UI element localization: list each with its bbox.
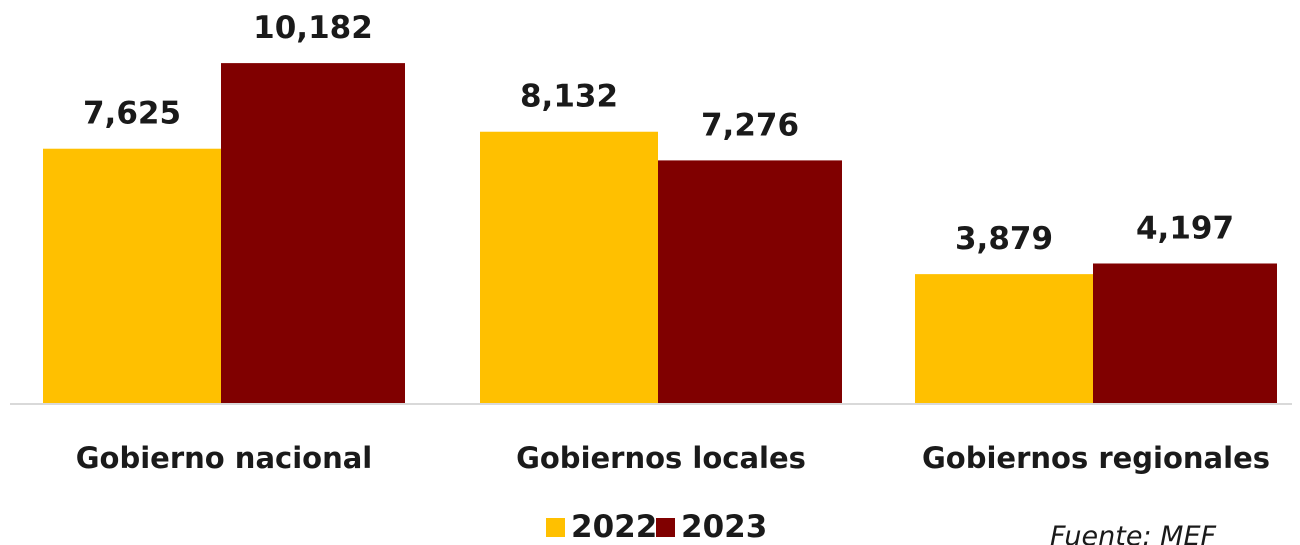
source-note: Fuente: MEF — [1050, 521, 1217, 545]
data-label-2022-1: 7,625 — [83, 96, 181, 132]
data-label-2022-3: 3,879 — [955, 221, 1053, 257]
bar-2022-2 — [480, 131, 658, 404]
bar-2023-1 — [221, 63, 405, 405]
data-label-2023-1: 10,182 — [253, 10, 373, 46]
data-label-2022-2: 8,132 — [520, 79, 618, 115]
legend-label-2022: 2022 — [571, 509, 657, 545]
legend-swatch-2022 — [546, 518, 565, 537]
bar-2022-1 — [43, 148, 221, 404]
bar-2023-3 — [1093, 263, 1277, 404]
legend-label-2023: 2023 — [681, 509, 767, 545]
data-labels-group: 7,625 10,182 8,132 7,276 3,879 4,197 — [83, 10, 1234, 257]
legend-swatch-2023 — [656, 518, 675, 537]
data-label-2023-3: 4,197 — [1136, 210, 1234, 246]
category-labels-group: Gobierno nacional Gobiernos locales Gobier… — [76, 441, 1270, 475]
bars-group — [43, 63, 1277, 405]
legend: 2022 2023 — [546, 509, 767, 545]
category-label-2: Gobiernos locales — [516, 441, 806, 475]
bar-2022-3 — [915, 274, 1093, 404]
data-label-2023-2: 7,276 — [701, 107, 799, 143]
category-label-1: Gobierno nacional — [76, 441, 373, 475]
category-label-3: Gobiernos regionales — [922, 441, 1270, 475]
bar-2023-2 — [658, 160, 842, 404]
